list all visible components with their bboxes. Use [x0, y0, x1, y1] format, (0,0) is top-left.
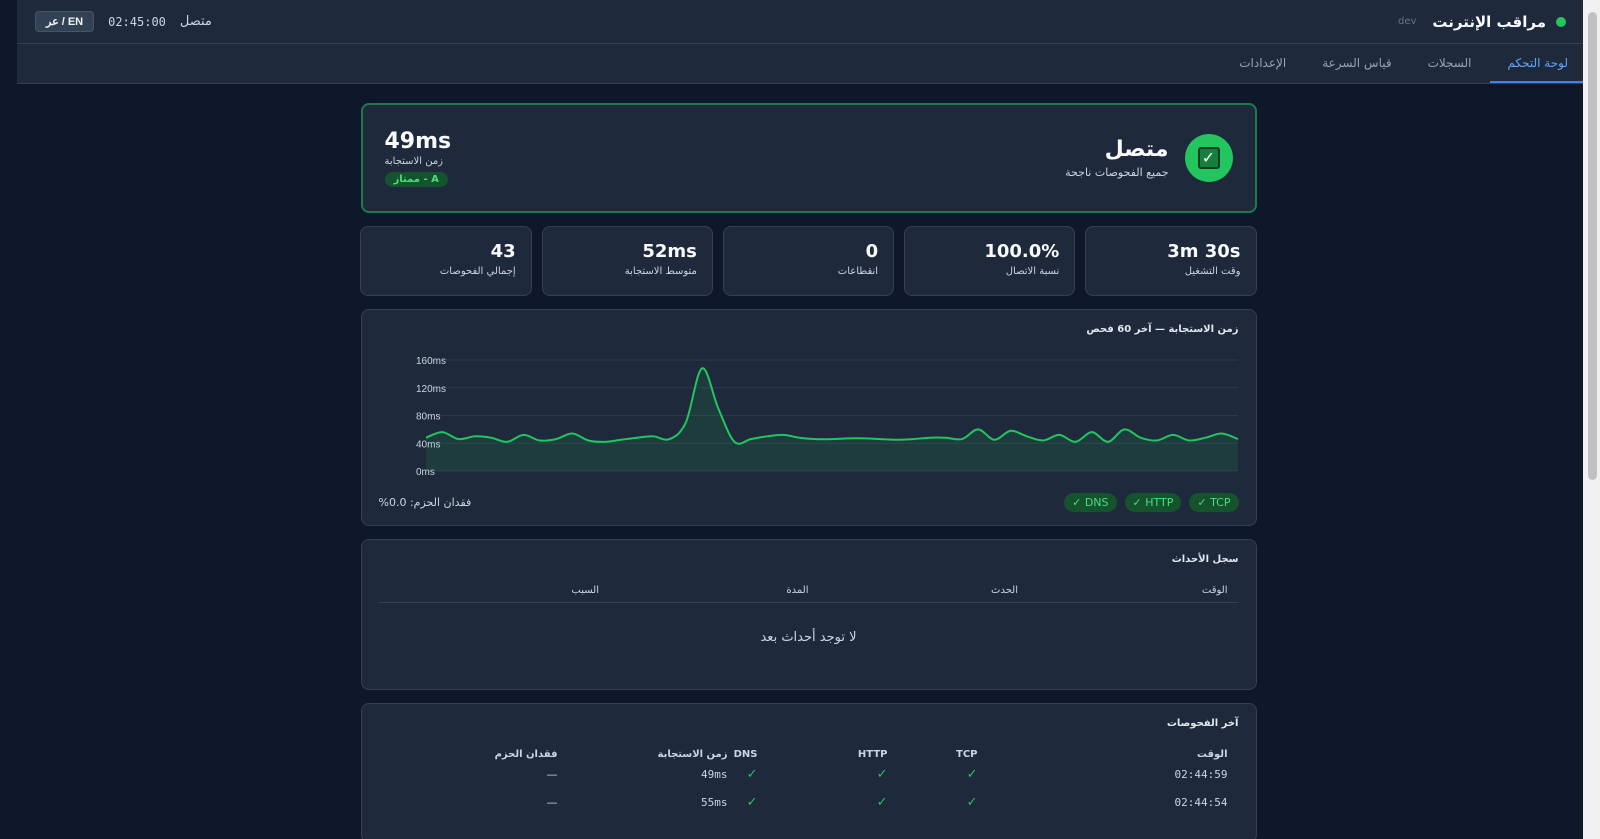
- y-tick-label: 40ms: [416, 439, 440, 450]
- checks-table-header: الوقت TCP HTTP DNS زمن الاستجابة فقدان ا…: [379, 749, 1239, 760]
- cell-packet-loss: —: [546, 767, 558, 781]
- status-card: ✓ متصل جميع الفحوصات ناجحة 49ms زمن الاس…: [360, 103, 1257, 213]
- stat-connectivity: 100.0% نسبة الاتصال: [904, 226, 1076, 296]
- stat-uptime: 3m 30s وقت التشغيل: [1085, 226, 1257, 296]
- pill-tcp: ✓ TCP: [1189, 493, 1239, 512]
- recent-checks-card: آخر الفحوصات الوقت TCP HTTP DNS زمن الاس…: [360, 703, 1257, 839]
- page-scrollbar[interactable]: [1583, 0, 1600, 839]
- main-nav: لوحة التحكم السجلات قياس السرعة الإعدادا…: [17, 44, 1600, 84]
- app-title: مراقب الإنترنت: [1432, 12, 1546, 31]
- stat-label: إجمالي الفحوصات: [439, 266, 516, 277]
- tab-speed-test[interactable]: قياس السرعة: [1322, 55, 1392, 70]
- tcp-ok-icon: ✓: [966, 766, 978, 782]
- connection-status: متصل: [179, 14, 212, 29]
- col-packet-loss: فقدان الحزم: [494, 749, 558, 760]
- events-title: سجل الأحداث: [1171, 554, 1239, 565]
- header-controls: متصل 02:45:00 EN / عر: [35, 11, 212, 32]
- grade-badge: A - ممتاز: [384, 172, 448, 187]
- latency-area: [425, 368, 1238, 471]
- col-duration: المدة: [786, 585, 809, 596]
- scrollbar-thumb[interactable]: [1588, 12, 1597, 480]
- cell-packet-loss: —: [546, 795, 558, 809]
- col-dns: DNS: [733, 749, 758, 760]
- language-toggle-button[interactable]: EN / عر: [35, 11, 95, 32]
- stat-value: 3m 30s: [1167, 241, 1241, 262]
- checks-title: آخر الفحوصات: [1166, 718, 1239, 729]
- app-window: مراقب الإنترنت dev متصل 02:45:00 EN / عر…: [17, 0, 1600, 839]
- tab-logs[interactable]: السجلات: [1427, 55, 1472, 70]
- http-ok-icon: ✓: [876, 794, 888, 810]
- latency-chart: 160ms 120ms 80ms 40ms 0ms: [416, 356, 1238, 478]
- stat-outages: 0 انقطاعات: [722, 226, 895, 296]
- y-tick-label: 120ms: [416, 384, 446, 395]
- stat-value: 100.0%: [984, 241, 1060, 262]
- chart-footer: ✓ TCP ✓ HTTP ✓ DNS فقدان الحزم: 0.0%: [379, 493, 1239, 512]
- stat-label: متوسط الاستجابة: [624, 266, 697, 277]
- cell-time: 02:44:59: [1174, 767, 1228, 781]
- col-event: الحدث: [991, 585, 1018, 596]
- status-summary: ✓ متصل جميع الفحوصات ناجحة: [1065, 134, 1233, 182]
- stat-label: نسبة الاتصال: [1005, 266, 1060, 277]
- tab-dashboard[interactable]: لوحة التحكم: [1489, 44, 1586, 83]
- env-badge: dev: [1397, 16, 1417, 27]
- latency-value: 49ms: [384, 129, 452, 154]
- cell-time: 02:44:54: [1174, 795, 1228, 809]
- y-tick-label: 80ms: [416, 412, 440, 423]
- stat-total-checks: 43 إجمالي الفحوصات: [360, 226, 532, 296]
- status-subtitle: جميع الفحوصات ناجحة: [1065, 166, 1169, 179]
- col-tcp: TCP: [956, 749, 978, 760]
- cell-latency: 55ms: [701, 795, 728, 809]
- pill-dns: ✓ DNS: [1064, 493, 1117, 512]
- tcp-ok-icon: ✓: [966, 794, 978, 810]
- top-header: مراقب الإنترنت dev متصل 02:45:00 EN / عر: [17, 0, 1600, 44]
- http-ok-icon: ✓: [876, 766, 888, 782]
- y-tick-label: 160ms: [416, 356, 446, 367]
- brand: مراقب الإنترنت dev: [1398, 13, 1566, 31]
- packet-loss: فقدان الحزم: 0.0%: [378, 496, 472, 509]
- clock: 02:45:00: [108, 14, 166, 29]
- current-latency: 49ms زمن الاستجابة A - ممتاز: [384, 129, 452, 187]
- events-empty-message: لا توجد أحداث بعد: [760, 630, 857, 645]
- latency-chart-card: زمن الاستجابة — آخر 60 فحص 160ms 120ms 80m…: [360, 309, 1257, 526]
- col-time: الوقت: [1201, 585, 1228, 596]
- table-row: 02:44:59 ✓ ✓ ✓ 49ms —: [379, 760, 1239, 788]
- stats-row: 3m 30s وقت التشغيل 100.0% نسبة الاتصال 0…: [360, 226, 1257, 296]
- protocol-pills: ✓ TCP ✓ HTTP ✓ DNS: [1064, 493, 1239, 512]
- stat-value: 52ms: [642, 241, 697, 262]
- dashboard-main: ✓ متصل جميع الفحوصات ناجحة 49ms زمن الاس…: [360, 103, 1257, 839]
- latency-line: [425, 367, 1238, 445]
- chart-title: زمن الاستجابة — آخر 60 فحص: [1086, 324, 1239, 335]
- latency-label: زمن الاستجابة: [384, 156, 444, 167]
- cell-latency: 49ms: [701, 767, 728, 781]
- dns-ok-icon: ✓: [746, 766, 758, 782]
- stat-value: 0: [865, 241, 879, 262]
- connected-check-icon: ✓: [1184, 134, 1233, 182]
- dns-ok-icon: ✓: [746, 794, 758, 810]
- status-title: متصل: [1104, 137, 1169, 162]
- stat-label: وقت التشغيل: [1184, 266, 1241, 277]
- stat-label: انقطاعات: [837, 266, 879, 277]
- y-tick-label: 0ms: [416, 467, 435, 478]
- col-reason: السبب: [571, 585, 599, 596]
- events-card: سجل الأحداث الوقت الحدث المدة السبب لا ت…: [360, 539, 1257, 690]
- stat-value: 43: [490, 241, 516, 262]
- table-row: 02:44:54 ✓ ✓ ✓ 55ms —: [379, 788, 1239, 816]
- events-table-header: الوقت الحدث المدة السبب: [378, 585, 1239, 603]
- status-dot-icon: [1556, 16, 1566, 27]
- col-latency: زمن الاستجابة: [657, 749, 728, 760]
- stat-avg-latency: 52ms متوسط الاستجابة: [541, 226, 713, 296]
- col-time: الوقت: [1196, 749, 1228, 760]
- pill-http: ✓ HTTP: [1124, 493, 1182, 512]
- tab-settings[interactable]: الإعدادات: [1239, 55, 1287, 70]
- col-http: HTTP: [857, 749, 888, 760]
